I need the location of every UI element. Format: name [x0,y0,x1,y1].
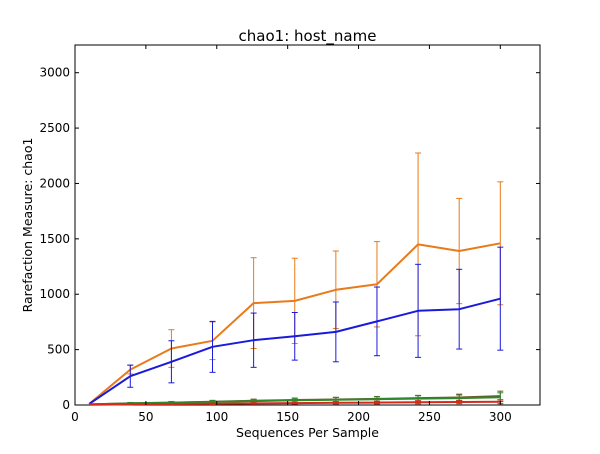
y-tick-label: 500 [47,343,70,357]
x-axis-ticks: 0 50 100 150 200 250 300 [71,45,512,424]
x-axis-label: Sequences Per Sample [236,425,379,440]
y-tick-label: 1500 [39,232,70,246]
y-axis-label: Rarefaction Measure: chao1 [20,138,35,313]
y-tick-label: 3000 [39,66,70,80]
y-axis-ticks: 0 500 1000 1500 2000 2500 3000 [39,66,540,412]
y-tick-label: 0 [62,398,70,412]
x-tick-label: 300 [489,410,512,424]
series-line [89,400,501,406]
x-tick-label: 250 [418,410,441,424]
series-line [89,396,501,406]
series-group-1 [88,246,504,405]
series-line [88,242,501,405]
x-tick-label: 150 [276,410,299,424]
series-group-0 [88,152,504,405]
series-line [88,297,501,405]
x-tick-label: 200 [347,410,370,424]
x-tick-label: 0 [71,410,79,424]
x-tick-label: 50 [138,410,153,424]
series-layer [88,152,504,406]
y-tick-label: 2000 [39,176,70,190]
y-tick-label: 2500 [39,121,70,135]
chart-title: chao1: host_name [239,27,377,46]
series-group-4 [89,399,504,406]
plot-area [74,44,541,406]
x-tick-label: 100 [205,410,228,424]
y-tick-label: 1000 [39,287,70,301]
